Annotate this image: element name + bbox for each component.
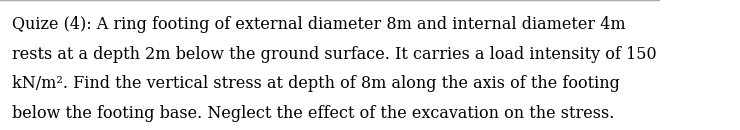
Text: rests at a depth 2m below the ground surface. It carries a load intensity of 150: rests at a depth 2m below the ground sur… [12, 46, 656, 63]
Text: below the footing base. Neglect the effect of the excavation on the stress.: below the footing base. Neglect the effe… [12, 105, 614, 122]
Text: kN/m². Find the vertical stress at depth of 8m along the axis of the footing: kN/m². Find the vertical stress at depth… [12, 75, 619, 92]
Text: Quize (4): A ring footing of external diameter 8m and internal diameter 4m: Quize (4): A ring footing of external di… [12, 16, 625, 33]
